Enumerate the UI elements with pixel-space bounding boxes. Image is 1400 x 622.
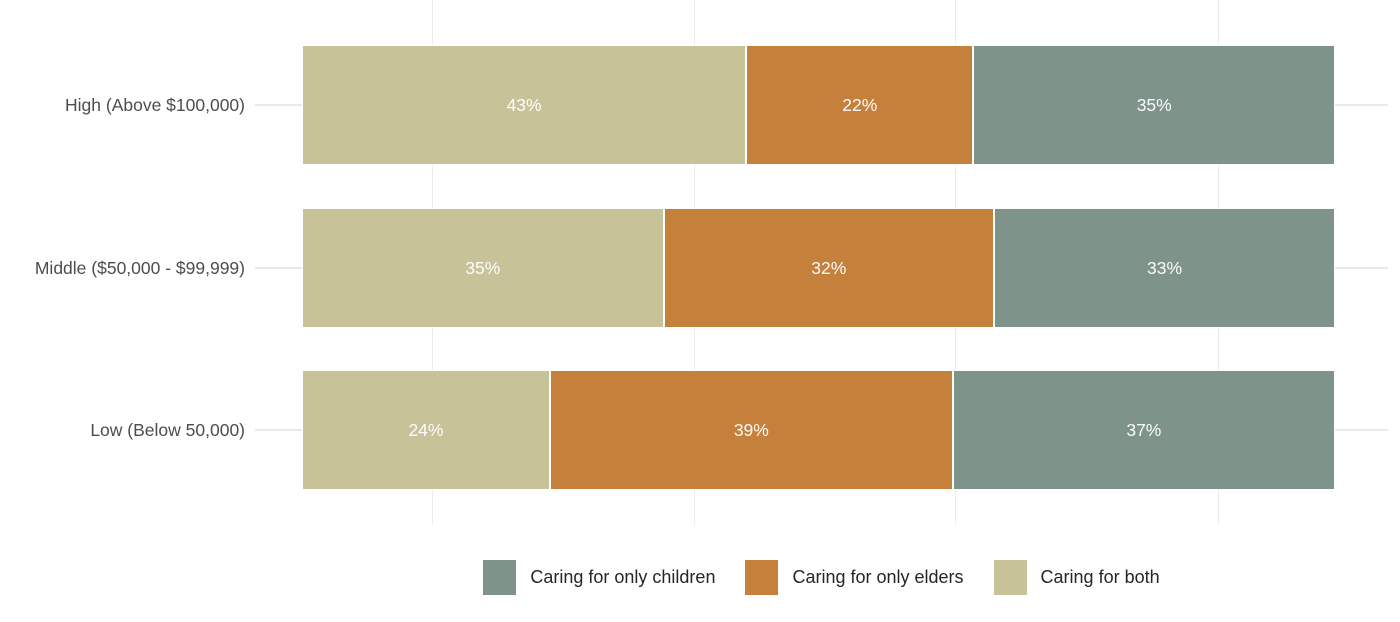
bar-segment[interactable]: 32% [663, 208, 995, 328]
legend-label: Caring for only children [530, 566, 716, 587]
segment-value: 35% [465, 257, 501, 278]
category-label: Middle ($50,000 - $99,999) [34, 258, 245, 278]
bar-segment[interactable]: 39% [549, 370, 953, 490]
legend-swatch-icon [993, 559, 1027, 595]
segment-value: 37% [1126, 419, 1162, 440]
segment-value: 43% [506, 94, 542, 115]
legend-label: Caring for only elders [792, 566, 964, 587]
segment-value: 32% [811, 257, 847, 278]
bar-segment[interactable]: 43% [302, 45, 747, 165]
legend-item[interactable]: Caring for only children [483, 559, 716, 595]
chart-row: 43% 22% 35% [302, 45, 1335, 165]
segment-value: 35% [1136, 94, 1172, 115]
legend-label: Caring for both [1040, 566, 1160, 587]
bar-segment[interactable]: 24% [302, 370, 550, 490]
legend-swatch-icon [745, 559, 779, 595]
chart-row: 24% 39% 37% [302, 370, 1335, 490]
bar-segment[interactable]: 33% [994, 208, 1335, 328]
legend-item[interactable]: Caring for both [993, 559, 1160, 595]
legend: Caring for only children Caring for only … [255, 556, 1388, 598]
bar-segment[interactable]: 37% [952, 370, 1335, 490]
chart-row: 35% 32% 33% [302, 208, 1335, 328]
bar-segment[interactable]: 35% [973, 45, 1335, 165]
category-label: Low (Below 50,000) [90, 420, 245, 440]
segment-value: 39% [733, 419, 769, 440]
legend-item[interactable]: Caring for only elders [745, 559, 964, 595]
segment-value: 33% [1147, 257, 1183, 278]
segment-value: 22% [842, 94, 878, 115]
bar-segment[interactable]: 22% [746, 45, 974, 165]
bar-segment[interactable]: 35% [302, 208, 664, 328]
category-label: High (Above $100,000) [65, 95, 245, 115]
legend-swatch-icon [483, 559, 517, 595]
segment-value: 24% [408, 419, 444, 440]
